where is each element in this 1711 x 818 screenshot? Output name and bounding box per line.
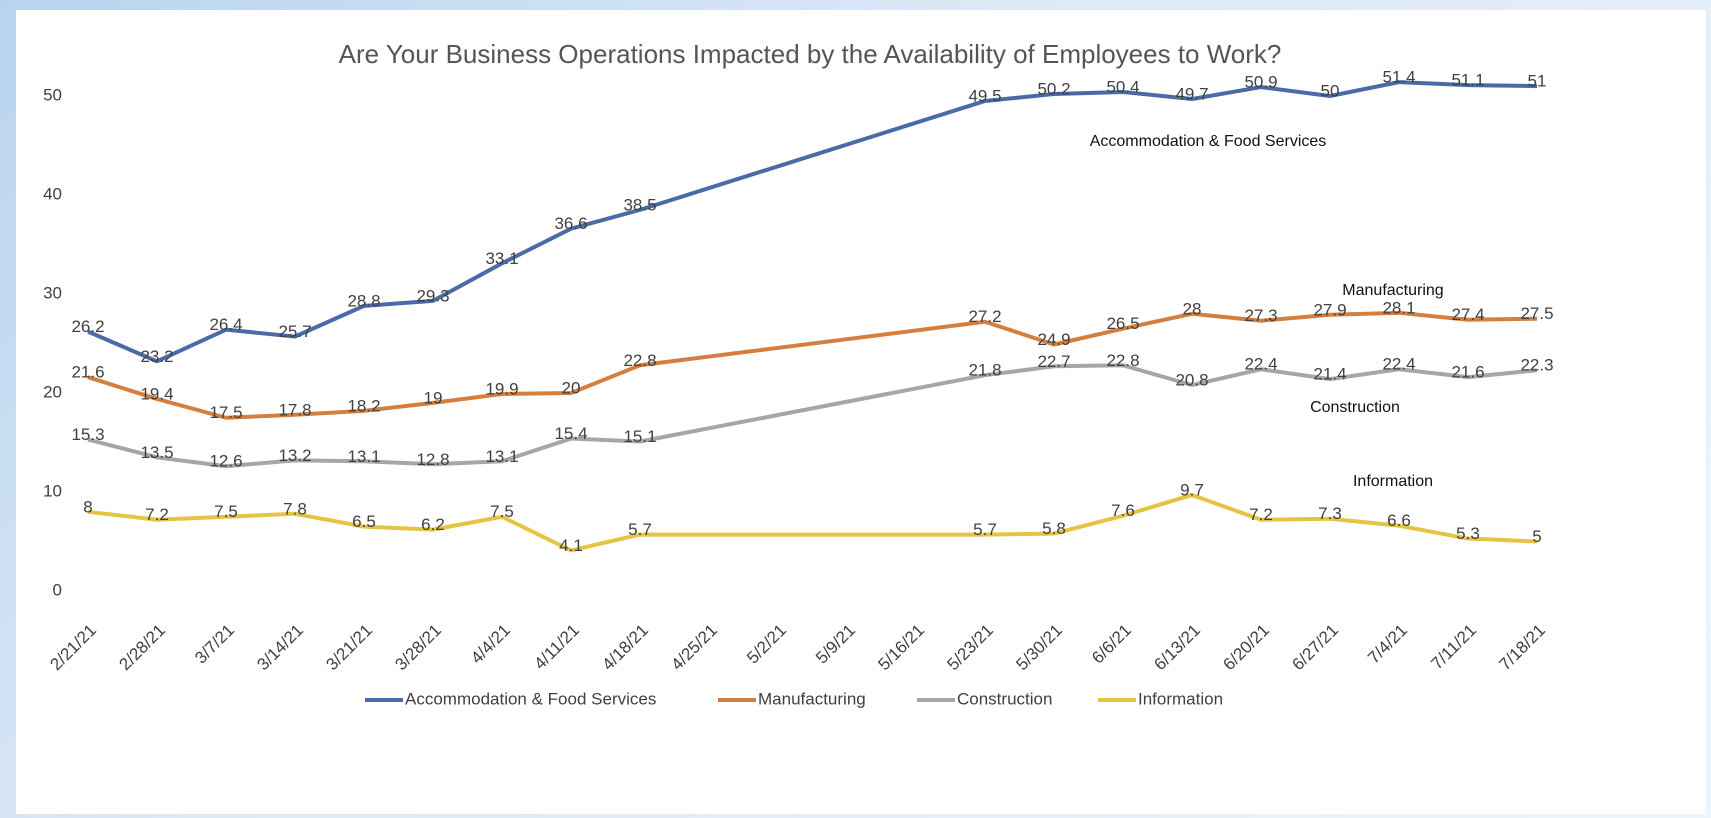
data-label: 28.8 <box>347 291 380 310</box>
series-line <box>87 80 1538 364</box>
data-label: 15.4 <box>554 424 587 443</box>
data-label: 7.8 <box>283 499 307 518</box>
data-label: 19.9 <box>485 379 518 398</box>
data-label: 25.7 <box>278 322 311 341</box>
y-tick-label: 20 <box>43 382 62 401</box>
y-tick-label: 30 <box>43 283 62 302</box>
chart-background <box>16 10 1706 814</box>
data-label: 6.2 <box>421 515 445 534</box>
data-label: 27.4 <box>1451 305 1484 324</box>
data-label: 13.1 <box>485 447 518 466</box>
data-label: 27.9 <box>1313 300 1346 319</box>
data-label: 19.4 <box>140 384 173 403</box>
series-annotation: Information <box>1353 473 1433 490</box>
data-label: 7.5 <box>490 502 514 521</box>
data-label: 50.4 <box>1106 78 1139 97</box>
data-label: 20 <box>562 378 581 397</box>
y-tick-label: 10 <box>43 481 62 500</box>
data-label: 21.6 <box>1451 363 1484 382</box>
data-label: 24.9 <box>1037 330 1070 349</box>
data-label: 27.5 <box>1520 304 1553 323</box>
series-line <box>87 310 1538 420</box>
data-label: 6.6 <box>1387 511 1411 530</box>
data-label: 27.2 <box>968 307 1001 326</box>
data-label: 13.1 <box>347 447 380 466</box>
data-label: 51 <box>1528 72 1547 91</box>
data-label: 26.2 <box>71 317 104 336</box>
series-annotation: Manufacturing <box>1342 282 1443 299</box>
chart-title: Are Your Business Operations Impacted by… <box>339 39 1282 69</box>
data-label: 49.7 <box>1175 84 1208 103</box>
data-label: 7.3 <box>1318 504 1342 523</box>
y-tick-label: 0 <box>53 580 62 599</box>
data-label: 50.2 <box>1037 80 1070 99</box>
data-label: 7.5 <box>214 502 238 521</box>
data-label: 7.2 <box>1249 505 1273 524</box>
data-label: 23.2 <box>140 347 173 366</box>
data-label: 5.8 <box>1042 519 1066 538</box>
data-label: 6.5 <box>352 512 376 531</box>
legend-label: Construction <box>957 689 1052 708</box>
y-tick-label: 40 <box>43 184 62 203</box>
data-label: 50.9 <box>1244 73 1277 92</box>
data-label: 51.1 <box>1451 71 1484 90</box>
data-label: 22.4 <box>1382 355 1415 374</box>
data-label: 50 <box>1321 81 1340 100</box>
data-label: 20.8 <box>1175 371 1208 390</box>
data-label: 17.8 <box>278 400 311 419</box>
data-label: 28 <box>1183 299 1202 318</box>
data-label: 21.4 <box>1313 365 1346 384</box>
data-label: 49.5 <box>968 86 1001 105</box>
data-label: 19 <box>424 388 443 407</box>
data-label: 28.1 <box>1382 298 1415 317</box>
data-label: 18.2 <box>347 396 380 415</box>
series-annotation: Construction <box>1310 399 1400 416</box>
legend-label: Manufacturing <box>758 689 866 708</box>
data-label: 26.5 <box>1106 314 1139 333</box>
data-label: 15.3 <box>71 425 104 444</box>
data-label: 7.6 <box>1111 501 1135 520</box>
series-line <box>87 363 1538 469</box>
data-label: 5.7 <box>628 520 652 539</box>
data-label: 5.3 <box>1456 524 1480 543</box>
data-label: 4.1 <box>559 536 583 555</box>
data-label: 29.3 <box>416 286 449 305</box>
data-label: 33.1 <box>485 249 518 268</box>
data-label: 51.4 <box>1382 68 1415 87</box>
data-label: 22.7 <box>1037 352 1070 371</box>
legend-label: Information <box>1138 689 1223 708</box>
legend-label: Accommodation & Food Services <box>405 689 656 708</box>
data-label: 17.5 <box>209 403 242 422</box>
data-label: 13.2 <box>278 446 311 465</box>
data-label: 12.6 <box>209 452 242 471</box>
data-label: 5.7 <box>973 520 997 539</box>
data-label: 36.6 <box>554 214 587 233</box>
data-label: 13.5 <box>140 443 173 462</box>
data-label: 9.7 <box>1180 480 1204 499</box>
data-label: 12.8 <box>416 450 449 469</box>
data-label: 22.3 <box>1520 356 1553 375</box>
data-label: 7.2 <box>145 505 169 524</box>
data-label: 26.4 <box>209 315 242 334</box>
series-line <box>87 492 1538 553</box>
data-label: 27.3 <box>1244 306 1277 325</box>
y-tick-label: 50 <box>43 85 62 104</box>
data-label: 21.8 <box>968 361 1001 380</box>
data-label: 21.6 <box>71 363 104 382</box>
data-label: 22.8 <box>623 351 656 370</box>
series-annotation: Accommodation & Food Services <box>1090 133 1327 150</box>
data-label: 15.1 <box>623 427 656 446</box>
data-label: 22.4 <box>1244 355 1277 374</box>
data-label: 22.8 <box>1106 351 1139 370</box>
data-label: 38.5 <box>623 195 656 214</box>
data-label: 8 <box>83 497 92 516</box>
data-label: 5 <box>1532 527 1541 546</box>
